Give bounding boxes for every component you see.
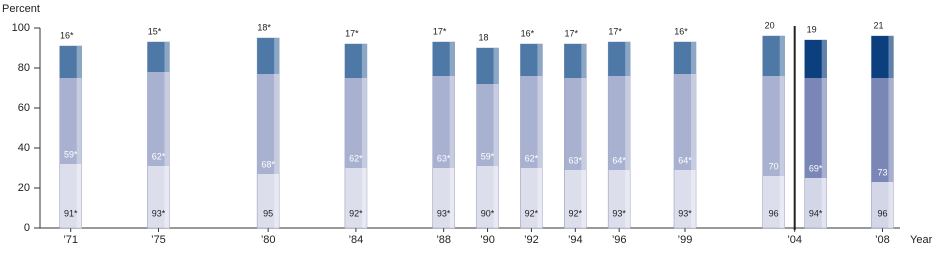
value-label: 62* — [152, 151, 166, 161]
y-tick-label: 80 — [18, 62, 30, 74]
x-tick-label: ’84 — [349, 234, 364, 246]
value-label: 19 — [807, 24, 817, 34]
value-label: 93* — [612, 208, 626, 218]
value-label: 94* — [809, 208, 823, 218]
bar-shade — [625, 42, 631, 228]
value-label: 21 — [873, 20, 883, 30]
bar-segment — [762, 36, 785, 76]
value-label: 15* — [148, 26, 162, 36]
bar-shade — [537, 44, 543, 228]
value-label: 91* — [64, 208, 78, 218]
y-tick-label: 100 — [12, 22, 30, 34]
x-tick-label: ’80 — [261, 234, 276, 246]
bar-segment — [59, 46, 82, 78]
y-tick-label: 0 — [24, 222, 30, 234]
value-label: 96 — [877, 208, 887, 218]
y-axis-label: Percent — [2, 3, 40, 15]
bar-segment — [564, 44, 587, 78]
y-tick-label: 60 — [18, 102, 30, 114]
bar-shade — [888, 36, 894, 228]
value-label: 95 — [263, 208, 273, 218]
bar-segment — [147, 42, 170, 72]
bar-shade — [361, 44, 367, 228]
value-label: 69* — [809, 163, 823, 173]
value-label: 90* — [481, 208, 495, 218]
value-label: 92* — [569, 208, 583, 218]
x-tick-label: ’75 — [151, 234, 166, 246]
bar-shade — [821, 40, 827, 228]
bar-segment — [344, 44, 367, 78]
x-tick-label: ’88 — [436, 234, 451, 246]
value-label: 73 — [877, 167, 887, 177]
x-tick-label: ’90 — [480, 234, 495, 246]
value-label: 16* — [674, 26, 688, 36]
value-label: 17* — [608, 26, 622, 36]
bar-shade — [493, 48, 499, 228]
bar-shade — [164, 42, 170, 228]
x-tick-label: ’08 — [875, 234, 890, 246]
x-tick-label: ’94 — [568, 234, 583, 246]
bar-segment — [257, 38, 280, 74]
value-label: 63* — [437, 153, 451, 163]
value-label: 17* — [345, 28, 359, 38]
x-tick-label: ’96 — [612, 234, 627, 246]
value-label: 70 — [769, 161, 779, 171]
value-label: 93* — [152, 208, 166, 218]
value-label: 18 — [479, 32, 489, 42]
value-label: 68* — [261, 159, 275, 169]
value-label: 92* — [349, 208, 363, 218]
value-label: 18* — [257, 22, 271, 32]
value-label: 59* — [481, 151, 495, 161]
value-label: 16* — [60, 30, 74, 40]
value-label: 64* — [678, 155, 692, 165]
value-label: 96 — [769, 208, 779, 218]
value-label: 59* — [64, 149, 78, 159]
x-tick-label: ’99 — [678, 234, 693, 246]
value-label: 16* — [521, 28, 535, 38]
bar-segment — [476, 48, 499, 84]
bar-segment — [432, 42, 455, 76]
value-label: 17* — [565, 28, 579, 38]
bar-shade — [76, 46, 82, 228]
value-label: 64* — [612, 155, 626, 165]
value-label: 62* — [349, 153, 363, 163]
x-tick-label: ’71 — [63, 234, 78, 246]
y-tick-label: 40 — [18, 142, 30, 154]
value-label: 20 — [765, 20, 775, 30]
bar-segment — [520, 44, 543, 76]
value-label: 17* — [433, 26, 447, 36]
bar-shade — [274, 38, 280, 228]
bar-shade — [779, 36, 785, 228]
value-label: 93* — [437, 208, 451, 218]
y-tick-label: 20 — [18, 182, 30, 194]
value-label: 63* — [569, 155, 583, 165]
x-axis-label: Year — [910, 234, 933, 246]
bar-segment — [674, 42, 696, 74]
value-label: 92* — [525, 208, 539, 218]
bar-shade — [581, 44, 587, 228]
value-label: 93* — [678, 208, 692, 218]
x-tick-label: ’92 — [524, 234, 539, 246]
value-label: 62* — [525, 153, 539, 163]
x-tick-label: ’04 — [787, 234, 802, 246]
bar-segment — [871, 36, 894, 78]
bar-segment — [147, 42, 170, 166]
bar-shade — [691, 42, 696, 228]
bar-segment — [804, 40, 827, 78]
bar-segment — [608, 42, 631, 76]
bar-shade — [449, 42, 455, 228]
